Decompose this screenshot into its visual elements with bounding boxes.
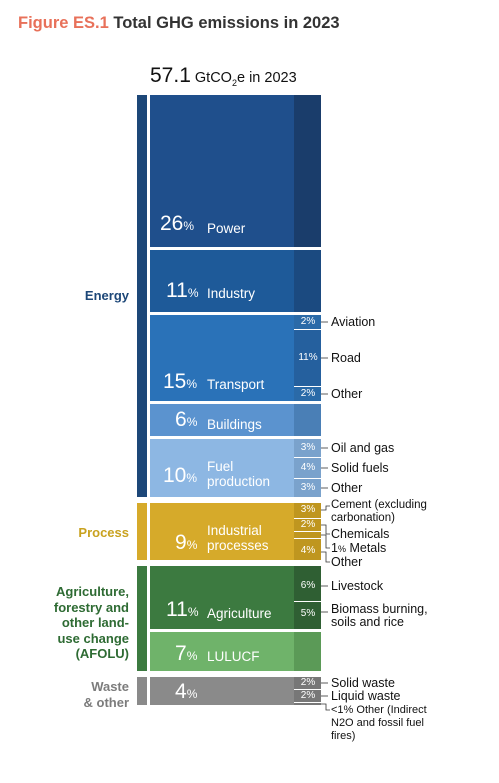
bar-process-metals <box>294 532 321 538</box>
total-unit: GtCO2e in 2023 <box>194 70 297 88</box>
bar-process <box>150 503 294 560</box>
label-lulucf: LULUCF <box>207 649 260 664</box>
sublabel-livestock: Livestock <box>331 579 384 593</box>
figure-title: Figure ES.1 Total GHG emissions in 2023 <box>18 14 340 33</box>
total-value: 57.1 <box>150 64 191 87</box>
sublabel-solid-waste: Solid waste <box>331 676 395 690</box>
bar-power <box>150 95 321 247</box>
bar-agriculture <box>150 566 294 629</box>
label-industrial-processes: Industrial processes <box>207 523 269 553</box>
value-agriculture: 11% <box>166 598 199 621</box>
label-agriculture: Agriculture <box>207 606 272 621</box>
value-fuel-production: 10% <box>163 464 198 487</box>
rail-energy <box>137 95 147 497</box>
bar-lulucf-side <box>294 632 321 671</box>
label-buildings: Buildings <box>207 417 262 432</box>
subvalue-livestock: 6% <box>300 580 316 591</box>
sublabel-waste-other: <1% Other (Indirect N2O and fossil fuel … <box>331 704 427 742</box>
bar-process-other <box>294 539 321 560</box>
sublabel-solid-fuels: Solid fuels <box>331 461 389 475</box>
subvalue-aviation: 2% <box>300 316 316 327</box>
subvalue-transport-other: 2% <box>300 388 316 399</box>
value-buildings: 6% <box>175 408 198 431</box>
bar-buildings <box>150 404 294 436</box>
bar-lulucf <box>150 632 294 671</box>
sublabel-fuel-other: Other <box>331 481 363 495</box>
group-afolu: Agriculture, forestry and other land-use c… <box>53 584 129 661</box>
sublabel-aviation: Aviation <box>331 315 376 329</box>
bar-fuel <box>150 439 294 497</box>
sublabel-process-other: Other <box>331 555 363 569</box>
value-lulucf: 7% <box>175 642 198 665</box>
sublabel-transport-other: Other <box>331 387 363 401</box>
bar-fuel-oilgas <box>294 439 321 457</box>
sublabel-metals: 1% Metals <box>331 541 387 555</box>
group-waste: Waste & other <box>83 679 130 710</box>
value-transport: 15% <box>163 370 198 393</box>
bar-industry <box>150 250 321 312</box>
label-industry: Industry <box>207 286 256 301</box>
bar-industry-side <box>294 250 321 312</box>
bar-transport <box>150 315 294 401</box>
value-industrial-processes: 9% <box>175 531 198 554</box>
bar-agri-biomass <box>294 602 321 629</box>
label-power: Power <box>207 221 246 236</box>
subvalue-road: 11% <box>298 352 318 363</box>
label-transport: Transport <box>207 377 265 392</box>
bar-waste-solid <box>294 677 321 689</box>
bar-transport-aviation <box>294 315 321 329</box>
bar-agri-livestock <box>294 566 321 601</box>
figure-title-text: Total GHG emissions in 2023 <box>113 14 340 32</box>
subvalue-liquid-waste: 2% <box>300 690 316 701</box>
sublabel-cement: Cement (excluding carbonation) <box>331 499 427 524</box>
group-energy: Energy <box>84 288 129 303</box>
sublabel-chemicals: Chemicals <box>331 527 390 541</box>
bar-buildings-side <box>294 404 321 436</box>
sublabel-oil-gas: Oil and gas <box>331 441 395 455</box>
sublabel-biomass: Biomass burning, soils and rice <box>331 602 428 629</box>
bar-fuel-other <box>294 479 321 497</box>
bar-process-cement <box>294 503 321 518</box>
bar-waste-other <box>294 703 321 705</box>
rail-process <box>137 503 147 560</box>
figure-label: Figure ES.1 <box>18 14 109 32</box>
subvalue-oil-gas: 3% <box>300 442 316 453</box>
subvalue-fuel-other: 3% <box>300 482 316 493</box>
subvalue-chemicals: 2% <box>300 519 316 530</box>
bar-waste-liquid <box>294 690 321 702</box>
bar-transport-road <box>294 330 321 386</box>
rail-afolu <box>137 566 147 671</box>
value-power: 26% <box>160 212 195 235</box>
value-waste: 4% <box>175 680 198 703</box>
total-emissions: 57.1 GtCO2e in 2023 <box>150 64 297 88</box>
subvalue-process-other: 4% <box>300 545 316 556</box>
bar-transport-other <box>294 387 321 401</box>
subvalue-biomass: 5% <box>300 608 316 619</box>
subvalue-solid-fuels: 4% <box>300 462 316 473</box>
value-industry: 11% <box>166 279 199 302</box>
label-fuel-production: Fuel production <box>207 459 271 489</box>
subvalue-cement: 3% <box>300 504 316 515</box>
bar-fuel-solid <box>294 458 321 478</box>
bar-waste <box>150 677 294 705</box>
rail-waste <box>137 677 147 705</box>
subvalue-solid-waste: 2% <box>300 677 316 688</box>
bar-process-chemicals <box>294 519 321 531</box>
group-process: Process <box>78 525 129 540</box>
sublabel-liquid-waste: Liquid waste <box>331 689 401 703</box>
bar-power-side <box>294 95 321 247</box>
sublabel-road: Road <box>331 351 361 365</box>
